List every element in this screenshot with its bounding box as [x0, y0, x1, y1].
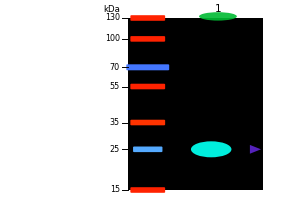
Text: 100: 100: [105, 34, 120, 43]
FancyBboxPatch shape: [130, 84, 165, 89]
Text: 130: 130: [105, 14, 120, 22]
Text: 15: 15: [110, 186, 120, 194]
Text: 55: 55: [110, 82, 120, 91]
Text: kDa: kDa: [103, 4, 120, 14]
FancyBboxPatch shape: [130, 15, 165, 21]
FancyBboxPatch shape: [130, 120, 165, 125]
Text: 1: 1: [214, 4, 221, 14]
Text: 35: 35: [110, 118, 120, 127]
FancyBboxPatch shape: [133, 147, 163, 152]
FancyBboxPatch shape: [130, 36, 165, 42]
Ellipse shape: [191, 141, 232, 157]
Bar: [128, 18, 262, 190]
Text: 25: 25: [110, 145, 120, 154]
Polygon shape: [250, 145, 261, 154]
FancyBboxPatch shape: [130, 187, 165, 193]
Ellipse shape: [199, 12, 237, 21]
Text: 70: 70: [110, 63, 120, 72]
FancyBboxPatch shape: [126, 64, 169, 70]
